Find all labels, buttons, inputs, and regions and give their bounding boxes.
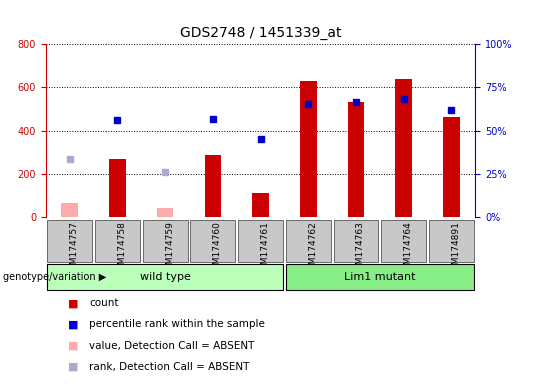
Text: GSM174763: GSM174763 <box>356 221 365 276</box>
Bar <box>62 203 78 217</box>
Bar <box>348 103 364 217</box>
Text: value, Detection Call = ABSENT: value, Detection Call = ABSENT <box>89 341 254 351</box>
Text: GSM174762: GSM174762 <box>308 221 318 276</box>
Text: GSM174758: GSM174758 <box>118 221 126 276</box>
Text: ■: ■ <box>68 362 78 372</box>
Text: ■: ■ <box>68 298 78 308</box>
Text: GSM174760: GSM174760 <box>213 221 222 276</box>
Text: rank, Detection Call = ABSENT: rank, Detection Call = ABSENT <box>89 362 249 372</box>
Text: GSM174891: GSM174891 <box>451 221 460 276</box>
Title: GDS2748 / 1451339_at: GDS2748 / 1451339_at <box>180 26 341 40</box>
Bar <box>48 220 92 262</box>
Bar <box>157 209 173 217</box>
Bar <box>395 79 412 217</box>
Bar <box>286 220 330 262</box>
Text: ■: ■ <box>68 341 78 351</box>
Text: wild type: wild type <box>140 272 191 283</box>
Bar <box>205 156 221 217</box>
Bar <box>109 159 126 217</box>
Text: GSM174764: GSM174764 <box>403 221 413 276</box>
Bar <box>443 116 460 217</box>
Bar <box>252 193 269 217</box>
Bar <box>238 220 283 262</box>
Bar <box>143 220 187 262</box>
Bar <box>381 220 426 262</box>
Text: GSM174761: GSM174761 <box>260 221 269 276</box>
Text: ■: ■ <box>68 319 78 329</box>
Text: Lim1 mutant: Lim1 mutant <box>344 272 416 283</box>
Bar <box>191 220 235 262</box>
Bar <box>286 265 474 290</box>
Bar <box>95 220 140 262</box>
Text: percentile rank within the sample: percentile rank within the sample <box>89 319 265 329</box>
Text: genotype/variation ▶: genotype/variation ▶ <box>3 272 106 283</box>
Text: GSM174759: GSM174759 <box>165 221 174 276</box>
Bar <box>300 81 316 217</box>
Text: count: count <box>89 298 119 308</box>
Bar <box>48 265 283 290</box>
Text: GSM174757: GSM174757 <box>70 221 79 276</box>
Bar <box>334 220 379 262</box>
Bar <box>429 220 474 262</box>
